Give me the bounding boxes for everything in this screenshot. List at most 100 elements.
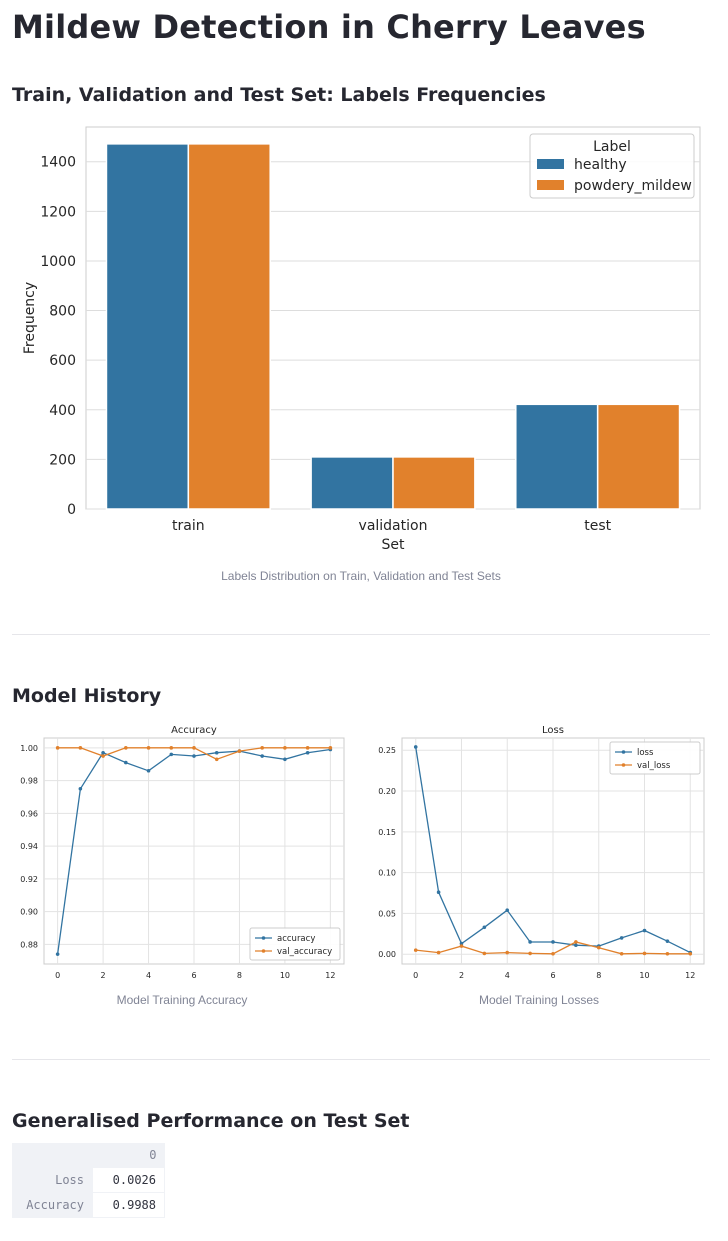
point-accuracy <box>78 786 83 791</box>
legend: Label healthy powdery_mildew <box>529 133 695 199</box>
point-accuracy <box>305 750 310 755</box>
table-row: Loss 0.0026 <box>12 1167 165 1193</box>
accuracy-chart-title: Accuracy <box>171 725 217 736</box>
row-label: Accuracy <box>12 1192 93 1218</box>
point-val_accuracy <box>78 746 83 750</box>
loss-caption: Model Training Losses <box>478 993 600 1007</box>
point-accuracy <box>192 754 196 758</box>
y-tick-label: 1200 <box>40 204 76 220</box>
bar-healthy-train <box>105 143 190 510</box>
bar-healthy-validation <box>310 456 394 510</box>
point-val_accuracy <box>101 754 105 758</box>
x-tick-label: 4 <box>146 971 151 978</box>
point-val_accuracy <box>124 746 128 750</box>
point-accuracy <box>260 754 264 758</box>
x-tick-label: 6 <box>191 971 196 978</box>
x-tick-label: validation <box>359 518 428 534</box>
point-val_loss <box>574 940 578 944</box>
performance-table: 0 Loss 0.0026 Accuracy 0.9988 <box>12 1143 165 1218</box>
point-loss <box>436 890 441 895</box>
y-tick-label: 0.96 <box>20 809 38 818</box>
point-loss <box>665 939 670 943</box>
point-val_accuracy <box>55 746 60 750</box>
legend-label-val_accuracy: val_accuracy <box>277 947 332 957</box>
legend-label-accuracy: accuracy <box>277 934 315 944</box>
x-tick-label: 4 <box>505 971 510 978</box>
divider <box>12 1059 710 1060</box>
point-loss <box>505 908 510 912</box>
point-val_loss <box>436 950 441 955</box>
point-loss <box>619 936 624 940</box>
bar-powdery_mildew-validation <box>392 456 476 510</box>
y-tick-label: 200 <box>49 452 76 468</box>
y-tick-label: 0.00 <box>378 950 396 959</box>
point-loss <box>528 940 532 944</box>
point-val_accuracy <box>237 749 242 753</box>
y-tick-label: 0.94 <box>20 842 38 851</box>
labels-frequencies-heading: Train, Validation and Test Set: Labels F… <box>12 84 546 106</box>
y-tick-label: 1000 <box>40 254 76 270</box>
legend-marker-val_accuracy <box>261 949 266 953</box>
row-value: 0.0026 <box>92 1167 165 1193</box>
legend-label-healthy: healthy <box>574 157 627 173</box>
x-tick-label: 6 <box>550 971 555 978</box>
point-val_loss <box>505 950 510 955</box>
y-tick-label: 400 <box>49 403 76 419</box>
legend-marker-loss <box>621 750 626 754</box>
point-val_loss <box>413 948 418 952</box>
table-column-header: 0 <box>92 1143 165 1168</box>
point-val_accuracy <box>192 746 196 750</box>
y-tick-label: 0 <box>67 502 76 518</box>
legend-label-loss: loss <box>637 748 654 758</box>
legend-box <box>609 741 701 775</box>
loss-chart-title: Loss <box>542 725 564 736</box>
x-tick-label: 12 <box>685 971 695 978</box>
x-tick-label: 0 <box>413 971 418 978</box>
point-val_accuracy <box>305 746 310 750</box>
table-header-row: 0 <box>12 1143 165 1168</box>
point-accuracy <box>169 752 174 757</box>
x-tick-label: 2 <box>101 971 106 978</box>
point-val_accuracy <box>169 746 174 750</box>
point-loss <box>413 745 418 749</box>
page-title: Mildew Detection in Cherry Leaves <box>12 8 646 46</box>
point-val_loss <box>482 951 487 956</box>
y-tick-label: 0.25 <box>378 746 396 755</box>
y-tick-label: 0.10 <box>378 869 396 878</box>
bar-powdery_mildew-train <box>187 143 271 510</box>
accuracy-caption: Model Training Accuracy <box>116 993 248 1007</box>
y-tick-label: 0.98 <box>20 777 38 786</box>
point-loss <box>551 940 555 944</box>
point-accuracy <box>124 760 128 765</box>
point-accuracy <box>283 757 287 762</box>
accuracy-line-chart: Accuracy 0 2 4 6 8 10 12 0.88 0.90 0.92 0.94 0.96 0.9… <box>20 725 345 978</box>
y-axis-label: Frequency <box>22 282 38 354</box>
legend-swatch-healthy <box>537 159 564 169</box>
performance-heading: Generalised Performance on Test Set <box>12 1110 410 1132</box>
table-index-header <box>12 1143 93 1168</box>
legend-label-powdery_mildew: powdery_mildew <box>574 178 692 194</box>
row-value: 0.9988 <box>92 1192 165 1218</box>
legend-box <box>249 927 341 961</box>
point-val_loss <box>596 945 601 950</box>
point-val_accuracy <box>328 746 333 750</box>
x-tick-label: 10 <box>639 971 649 978</box>
point-loss <box>574 943 578 948</box>
labels-frequency-bar-chart: 0 200 400 600 800 1000 1200 1400 train validation… <box>22 126 701 553</box>
y-tick-label: 0.20 <box>378 787 396 796</box>
bar-healthy-test <box>515 403 599 510</box>
point-accuracy <box>101 750 105 755</box>
x-axis-label: Set <box>382 537 406 553</box>
legend-marker-val_loss <box>621 763 626 767</box>
accuracy-legend: accuracy val_accuracy <box>249 927 341 961</box>
x-tick-label: test <box>584 518 611 534</box>
row-label: Loss <box>12 1167 93 1193</box>
loss-legend: loss val_loss <box>609 741 701 775</box>
labels-distribution-caption: Labels Distribution on Train, Validation… <box>221 569 501 583</box>
point-val_loss <box>619 952 624 956</box>
y-tick-label: 0.90 <box>20 908 38 917</box>
point-val_loss <box>642 951 647 956</box>
point-val_loss <box>459 944 464 948</box>
legend-label-val_loss: val_loss <box>637 761 671 771</box>
point-loss <box>482 925 487 930</box>
